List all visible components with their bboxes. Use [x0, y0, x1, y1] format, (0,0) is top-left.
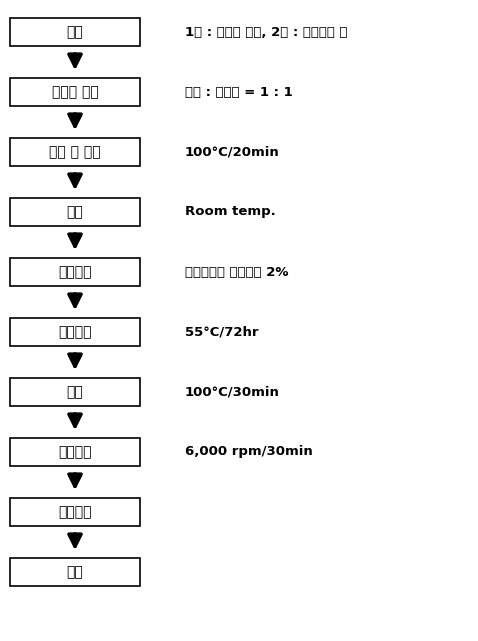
Text: 100°C/20min: 100°C/20min — [185, 146, 280, 158]
Bar — [10, 198, 140, 226]
Text: 6,000 rpm/30min: 6,000 rpm/30min — [185, 445, 313, 458]
Text: 공정수 첨가: 공정수 첨가 — [52, 85, 98, 99]
Text: 기질단백질 함량대비 2%: 기질단백질 함량대비 2% — [185, 265, 289, 278]
Text: 분쇄: 분쇄 — [66, 25, 83, 39]
Bar — [10, 558, 140, 586]
Text: 감압여과: 감압여과 — [58, 505, 92, 519]
Bar — [10, 138, 140, 166]
Bar — [10, 438, 140, 466]
Text: 냉각: 냉각 — [66, 205, 83, 219]
Text: 원료 : 공정수 = 1 : 1: 원료 : 공정수 = 1 : 1 — [185, 85, 293, 99]
Text: 멸균: 멸균 — [66, 385, 83, 399]
Bar — [10, 498, 140, 526]
Text: Room temp.: Room temp. — [185, 206, 276, 219]
Text: 자숙 및 멸균: 자숙 및 멸균 — [49, 145, 101, 159]
Text: 100°C/30min: 100°C/30min — [185, 385, 280, 399]
Bar — [10, 258, 140, 286]
Text: 효소처리: 효소처리 — [58, 265, 92, 279]
Text: 1차 : 가정용 믹서, 2차 : 콜로이드 밀: 1차 : 가정용 믹서, 2차 : 콜로이드 밀 — [185, 26, 348, 38]
Bar — [10, 78, 140, 106]
Text: 원심분리: 원심분리 — [58, 445, 92, 459]
Bar — [10, 318, 140, 346]
Bar — [10, 378, 140, 406]
Text: 농축: 농축 — [66, 565, 83, 579]
Text: 가수분해: 가수분해 — [58, 325, 92, 339]
Bar — [10, 18, 140, 46]
Text: 55°C/72hr: 55°C/72hr — [185, 326, 259, 338]
